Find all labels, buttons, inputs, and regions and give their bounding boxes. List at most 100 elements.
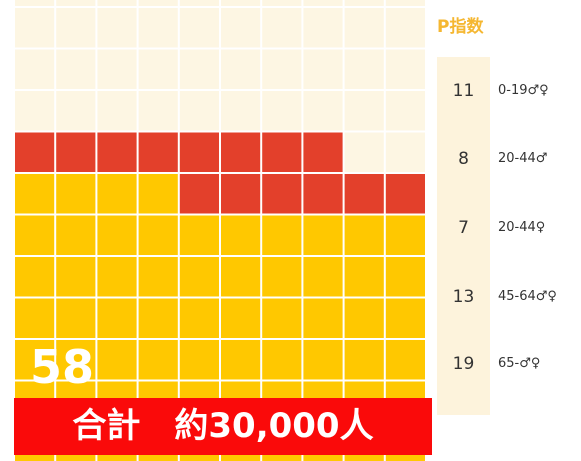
grid-cell [15, 132, 55, 172]
panel-header: P指数 [437, 17, 484, 37]
grid-cell [56, 49, 96, 89]
grid-cell [221, 257, 261, 297]
grid-cell [262, 91, 302, 131]
grid-cell [138, 0, 178, 6]
grid-cell [138, 49, 178, 89]
grid-cell [303, 0, 343, 6]
grid-cell [97, 174, 137, 214]
grid-cell [56, 174, 96, 214]
grid-cell [221, 0, 261, 6]
grid-cell [56, 340, 96, 380]
grid-cell [221, 91, 261, 131]
grid-cell [221, 298, 261, 338]
grid-cell [97, 340, 137, 380]
grid-cell [262, 340, 302, 380]
grid-cell [56, 257, 96, 297]
grid-cell [15, 215, 55, 255]
index-value: 13 [452, 287, 475, 307]
grid-cell [138, 215, 178, 255]
grid-cell [385, 340, 425, 380]
group-label: 20-44♀ [498, 220, 546, 235]
grid-cell [179, 132, 219, 172]
group-label: 45-64♂♀ [498, 289, 557, 304]
grid-cell [262, 298, 302, 338]
grid-cell [262, 174, 302, 214]
grid-cell [262, 8, 302, 48]
grid-cell [138, 257, 178, 297]
grid-cell [221, 49, 261, 89]
index-value: 8 [458, 149, 469, 169]
grid-cell [303, 49, 343, 89]
grid-cell [221, 174, 261, 214]
grid-cell [179, 298, 219, 338]
grid-cell [385, 257, 425, 297]
grid-cell [97, 91, 137, 131]
grid-cell [262, 132, 302, 172]
grid-cell [303, 174, 343, 214]
grid-cell [385, 174, 425, 214]
grid-cell [303, 132, 343, 172]
grid-cell [15, 8, 55, 48]
grid-cell [303, 257, 343, 297]
grid-cell [138, 298, 178, 338]
grid-cell [303, 298, 343, 338]
grid-cell [97, 132, 137, 172]
grid-cell [221, 215, 261, 255]
grid-cell [56, 132, 96, 172]
grid-cell [344, 49, 384, 89]
grid-cell [303, 215, 343, 255]
grid-cell [262, 257, 302, 297]
grid-cell [179, 340, 219, 380]
total-banner: 合計 約30,000人 [14, 398, 432, 455]
group-label: 0-19♂♀ [498, 83, 549, 98]
grid-cell [344, 174, 384, 214]
grid-cell [344, 8, 384, 48]
grid-cell [179, 257, 219, 297]
grid-cell [56, 8, 96, 48]
grid-cell [385, 215, 425, 255]
grid-cell [138, 340, 178, 380]
grid-cell [385, 132, 425, 172]
grid-cell [303, 8, 343, 48]
index-value: 19 [452, 354, 475, 374]
grid-cell [262, 0, 302, 6]
grid-cell [179, 49, 219, 89]
grid-cell [344, 257, 384, 297]
index-value: 7 [458, 218, 469, 238]
grid-cell [56, 215, 96, 255]
grid-cell [179, 91, 219, 131]
grid-cell [344, 0, 384, 6]
grid-cell [15, 91, 55, 131]
grid-cell [385, 0, 425, 6]
grid-cell [179, 8, 219, 48]
group-label: 20-44♂ [498, 151, 548, 166]
grid-cell [97, 0, 137, 6]
grid-cell [138, 91, 178, 131]
grid-cell [344, 340, 384, 380]
grid-cell [385, 8, 425, 48]
grid-cell [179, 174, 219, 214]
grid-cell [385, 49, 425, 89]
grid-cell [344, 91, 384, 131]
grid-cell [97, 257, 137, 297]
grid-cell [15, 298, 55, 338]
grid-cell [97, 8, 137, 48]
grid-cell [97, 49, 137, 89]
grid-cell [303, 91, 343, 131]
grid-cell [97, 215, 137, 255]
grid-cell [344, 132, 384, 172]
grid-cell [221, 132, 261, 172]
grid-cell [344, 298, 384, 338]
group-label: 65-♂♀ [498, 356, 541, 371]
grid-cell [179, 215, 219, 255]
grid-cell [262, 215, 302, 255]
grid-cell [138, 8, 178, 48]
grid-cell [262, 49, 302, 89]
grid-cell [56, 0, 96, 6]
grid-cell [344, 215, 384, 255]
grid-cell [56, 91, 96, 131]
big-number: 58 [30, 340, 95, 394]
index-value: 11 [452, 81, 475, 101]
grid-cell [385, 298, 425, 338]
